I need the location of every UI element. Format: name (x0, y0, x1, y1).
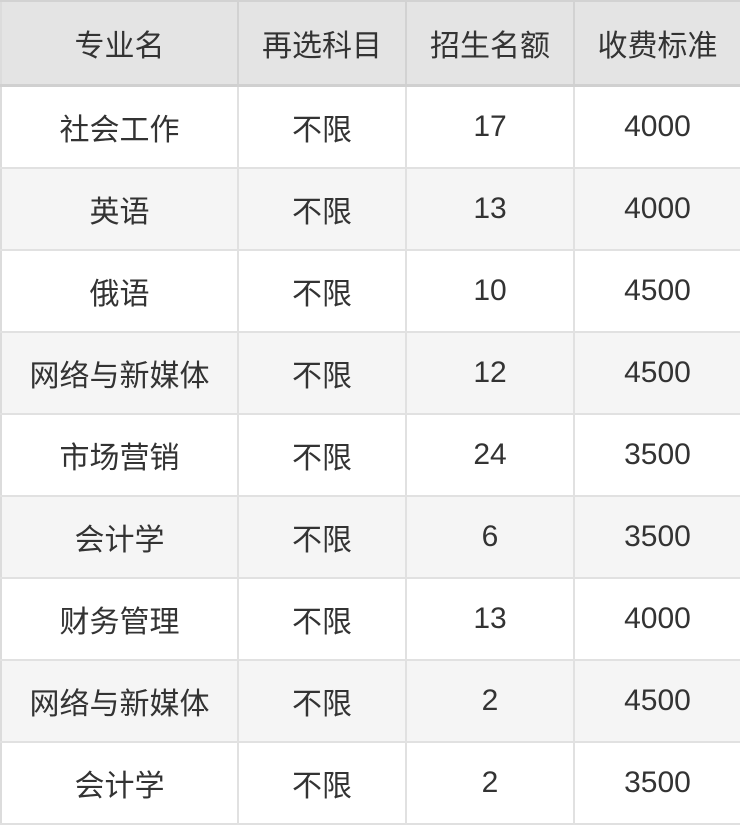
cell-quota: 13 (405, 167, 575, 251)
cell-major: 会计学 (1, 495, 239, 579)
cell-fee: 3500 (573, 495, 740, 579)
header-row: 专业名 再选科目 招生名额 收费标准 (1, 1, 740, 87)
cell-fee: 4000 (573, 84, 740, 169)
header-cell-subject: 再选科目 (237, 1, 407, 87)
cell-fee: 4000 (573, 167, 740, 251)
table-row: 会计学 不限 2 3500 (1, 741, 740, 824)
cell-quota: 12 (405, 331, 575, 415)
cell-quota: 6 (405, 495, 575, 579)
table-row: 俄语 不限 10 4500 (1, 249, 740, 333)
table-row: 财务管理 不限 13 4000 (1, 577, 740, 661)
cell-subject: 不限 (237, 495, 407, 579)
cell-subject: 不限 (237, 84, 407, 169)
cell-major: 市场营销 (1, 413, 239, 497)
cell-major: 财务管理 (1, 577, 239, 661)
cell-subject: 不限 (237, 249, 407, 333)
cell-major: 网络与新媒体 (1, 659, 239, 743)
header-cell-quota: 招生名额 (405, 1, 575, 87)
cell-fee: 3500 (573, 413, 740, 497)
cell-subject: 不限 (237, 659, 407, 743)
cell-quota: 13 (405, 577, 575, 661)
cell-quota: 2 (405, 659, 575, 743)
cell-fee: 3500 (573, 741, 740, 824)
cell-quota: 24 (405, 413, 575, 497)
cell-subject: 不限 (237, 413, 407, 497)
cell-subject: 不限 (237, 577, 407, 661)
header-cell-fee: 收费标准 (573, 1, 740, 87)
table-body: 社会工作 不限 17 4000 英语 不限 13 4000 俄语 不限 10 4… (1, 84, 740, 824)
cell-major: 会计学 (1, 741, 239, 824)
cell-subject: 不限 (237, 331, 407, 415)
table-row: 社会工作 不限 17 4000 (1, 84, 740, 169)
cell-quota: 2 (405, 741, 575, 824)
cell-fee: 4500 (573, 331, 740, 415)
cell-major: 英语 (1, 167, 239, 251)
cell-major: 网络与新媒体 (1, 331, 239, 415)
cell-quota: 17 (405, 84, 575, 169)
cell-subject: 不限 (237, 167, 407, 251)
table-row: 网络与新媒体 不限 2 4500 (1, 659, 740, 743)
cell-fee: 4000 (573, 577, 740, 661)
table-row: 市场营销 不限 24 3500 (1, 413, 740, 497)
cell-fee: 4500 (573, 659, 740, 743)
header-cell-major: 专业名 (1, 1, 239, 87)
cell-subject: 不限 (237, 741, 407, 824)
table-row: 英语 不限 13 4000 (1, 167, 740, 251)
table-row: 会计学 不限 6 3500 (1, 495, 740, 579)
cell-fee: 4500 (573, 249, 740, 333)
table-row: 网络与新媒体 不限 12 4500 (1, 331, 740, 415)
cell-major: 俄语 (1, 249, 239, 333)
cell-quota: 10 (405, 249, 575, 333)
table-header: 专业名 再选科目 招生名额 收费标准 (1, 1, 740, 87)
cell-major: 社会工作 (1, 84, 239, 169)
